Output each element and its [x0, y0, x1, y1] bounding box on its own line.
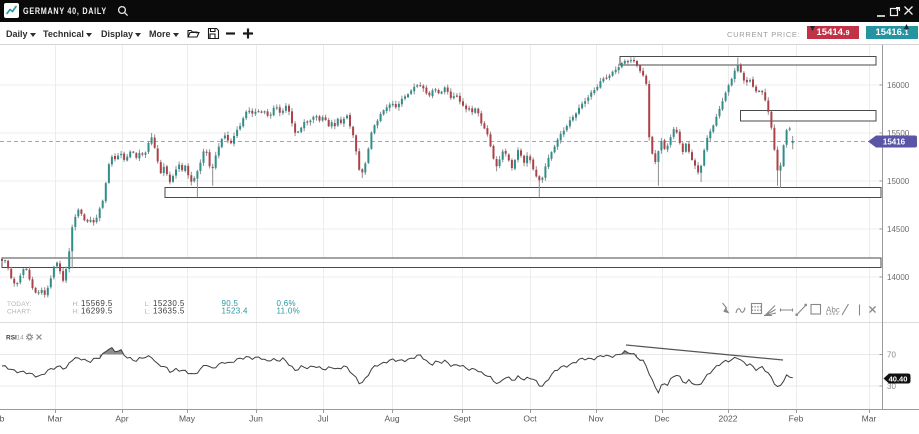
- svg-text:90.5: 90.5: [222, 299, 239, 308]
- svg-text:2022: 2022: [719, 414, 738, 424]
- svg-text:16000: 16000: [887, 81, 910, 90]
- svg-text:Aug: Aug: [384, 414, 399, 424]
- svg-text:15230.5: 15230.5: [153, 299, 185, 308]
- svg-text:TODAY:: TODAY:: [7, 301, 31, 308]
- svg-text:15500: 15500: [887, 129, 910, 138]
- svg-text:15569.5: 15569.5: [81, 299, 113, 308]
- svg-text:CHART:: CHART:: [7, 309, 32, 316]
- svg-text:Abc: Abc: [826, 306, 840, 315]
- svg-text:13635.5: 13635.5: [153, 307, 185, 316]
- svg-text:L:: L:: [145, 301, 151, 308]
- svg-text:30: 30: [887, 382, 896, 391]
- svg-text:Sept: Sept: [453, 414, 471, 424]
- svg-text:16299.5: 16299.5: [81, 307, 113, 316]
- svg-text:14000: 14000: [887, 273, 910, 282]
- svg-text:Apr: Apr: [115, 414, 128, 424]
- svg-text:H:: H:: [73, 301, 80, 308]
- svg-text:14: 14: [17, 335, 25, 342]
- svg-text:11.0%: 11.0%: [277, 307, 301, 316]
- svg-text:40.40: 40.40: [889, 374, 908, 383]
- svg-text:1523.4: 1523.4: [222, 307, 249, 316]
- svg-text:L:: L:: [145, 309, 151, 316]
- svg-text:15000: 15000: [887, 177, 910, 186]
- svg-text:Mar: Mar: [48, 414, 63, 424]
- svg-text:RSI: RSI: [6, 335, 17, 342]
- svg-text:H:: H:: [73, 309, 80, 316]
- svg-text:15416: 15416: [883, 138, 906, 147]
- svg-text:Dec: Dec: [654, 414, 670, 424]
- svg-text:May: May: [179, 414, 196, 424]
- svg-text:Jul: Jul: [318, 414, 329, 424]
- svg-text:Feb: Feb: [789, 414, 804, 424]
- svg-text:70: 70: [887, 351, 896, 360]
- svg-text:Oct: Oct: [523, 414, 537, 424]
- svg-text:Feb: Feb: [0, 414, 5, 424]
- svg-text:0.6%: 0.6%: [277, 299, 296, 308]
- svg-text:Nov: Nov: [588, 414, 604, 424]
- svg-text:14500: 14500: [887, 225, 910, 234]
- svg-text:Jun: Jun: [249, 414, 263, 424]
- svg-text:Mar: Mar: [862, 414, 877, 424]
